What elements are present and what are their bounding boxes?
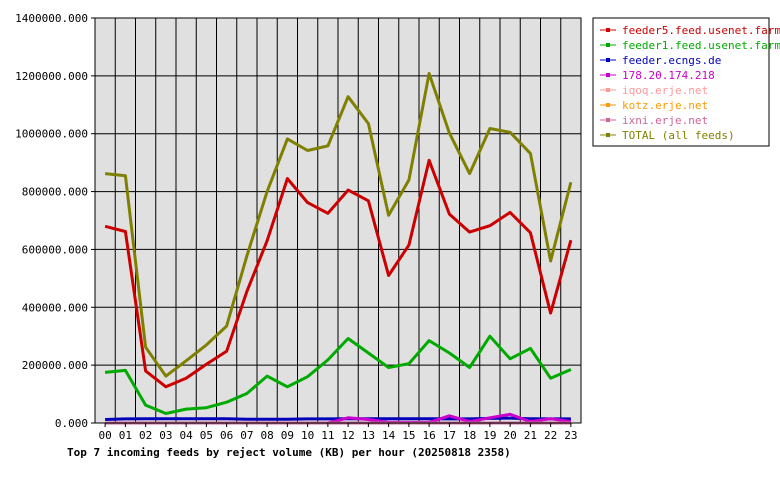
x-tick-label: 00 bbox=[99, 429, 112, 442]
x-tick-label: 01 bbox=[119, 429, 132, 442]
legend-label: feeder5.feed.usenet.farm bbox=[622, 24, 780, 37]
x-tick-label: 19 bbox=[483, 429, 496, 442]
legend-marker bbox=[606, 103, 610, 107]
x-tick-label: 16 bbox=[423, 429, 436, 442]
legend: feeder5.feed.usenet.farm feeder1.feed.use… bbox=[592, 17, 780, 147]
x-tick-label: 15 bbox=[402, 429, 415, 442]
y-tick-label: 1400000.000 bbox=[15, 12, 88, 25]
legend-label: 178.20.174.218 bbox=[622, 69, 715, 82]
legend-marker bbox=[606, 43, 610, 47]
y-tick-label: 1200000.000 bbox=[15, 70, 88, 83]
x-tick-label: 10 bbox=[301, 429, 314, 442]
y-tick-label: 400000.000 bbox=[22, 301, 88, 314]
x-tick-label: 21 bbox=[524, 429, 537, 442]
x-tick-label: 09 bbox=[281, 429, 294, 442]
y-tick-label: 1000000.000 bbox=[15, 128, 88, 141]
x-tick-label: 07 bbox=[240, 429, 253, 442]
x-tick-label: 13 bbox=[362, 429, 375, 442]
legend-label: iqoq.erje.net bbox=[622, 84, 708, 97]
x-tick-label: 02 bbox=[139, 429, 152, 442]
legend-marker bbox=[606, 58, 610, 62]
series-line-feeder1-feed-usenet-farm bbox=[104, 334, 572, 415]
legend-marker bbox=[606, 73, 610, 77]
series-line-feeder5-feed-usenet-farm bbox=[104, 158, 573, 389]
grid bbox=[95, 17, 581, 424]
y-tick-label: 200000.000 bbox=[22, 359, 88, 372]
x-tick-label: 23 bbox=[564, 429, 577, 442]
x-tick-label: 11 bbox=[321, 429, 334, 442]
x-tick-label: 03 bbox=[159, 429, 172, 442]
x-tick-label: 06 bbox=[220, 429, 233, 442]
y-tick-label: 600000.000 bbox=[22, 243, 88, 256]
legend-box bbox=[592, 17, 770, 147]
x-tick-label: 12 bbox=[342, 429, 355, 442]
chart-title: Top 7 incoming feeds by reject volume (K… bbox=[67, 446, 511, 459]
series-line-total-all-feeds- bbox=[104, 72, 573, 378]
y-tick-label: 0.000 bbox=[55, 417, 88, 430]
legend-marker bbox=[606, 88, 610, 92]
legend-label: feeder1.feed.usenet.farm bbox=[622, 39, 780, 52]
x-axis-ticks: 00 01 02 03 04 05 06 07 08 09 10 11 12 13 14 15 16 17 18 19… bbox=[99, 423, 578, 442]
legend-label: feeder.ecngs.de bbox=[622, 54, 721, 67]
x-tick-label: 08 bbox=[261, 429, 274, 442]
x-tick-label: 04 bbox=[180, 429, 194, 442]
legend-marker bbox=[606, 133, 610, 137]
legend-label: ixni.erje.net bbox=[622, 114, 708, 127]
x-tick-label: 14 bbox=[382, 429, 396, 442]
legend-marker bbox=[606, 28, 610, 32]
legend-items: feeder5.feed.usenet.farm feeder1.feed.use… bbox=[600, 24, 780, 142]
x-tick-label: 05 bbox=[200, 429, 213, 442]
legend-marker bbox=[606, 118, 610, 122]
y-tick-label: 800000.000 bbox=[22, 186, 88, 199]
x-tick-label: 22 bbox=[544, 429, 557, 442]
y-axis-ticks: 0.000 200000.000 400000.000 600000.000 80000… bbox=[15, 12, 95, 430]
legend-label: kotz.erje.net bbox=[622, 99, 708, 112]
x-tick-label: 20 bbox=[504, 429, 517, 442]
legend-label: TOTAL (all feeds) bbox=[622, 129, 735, 142]
x-tick-label: 18 bbox=[463, 429, 476, 442]
x-tick-label: 17 bbox=[443, 429, 456, 442]
plot-frame bbox=[94, 17, 582, 424]
